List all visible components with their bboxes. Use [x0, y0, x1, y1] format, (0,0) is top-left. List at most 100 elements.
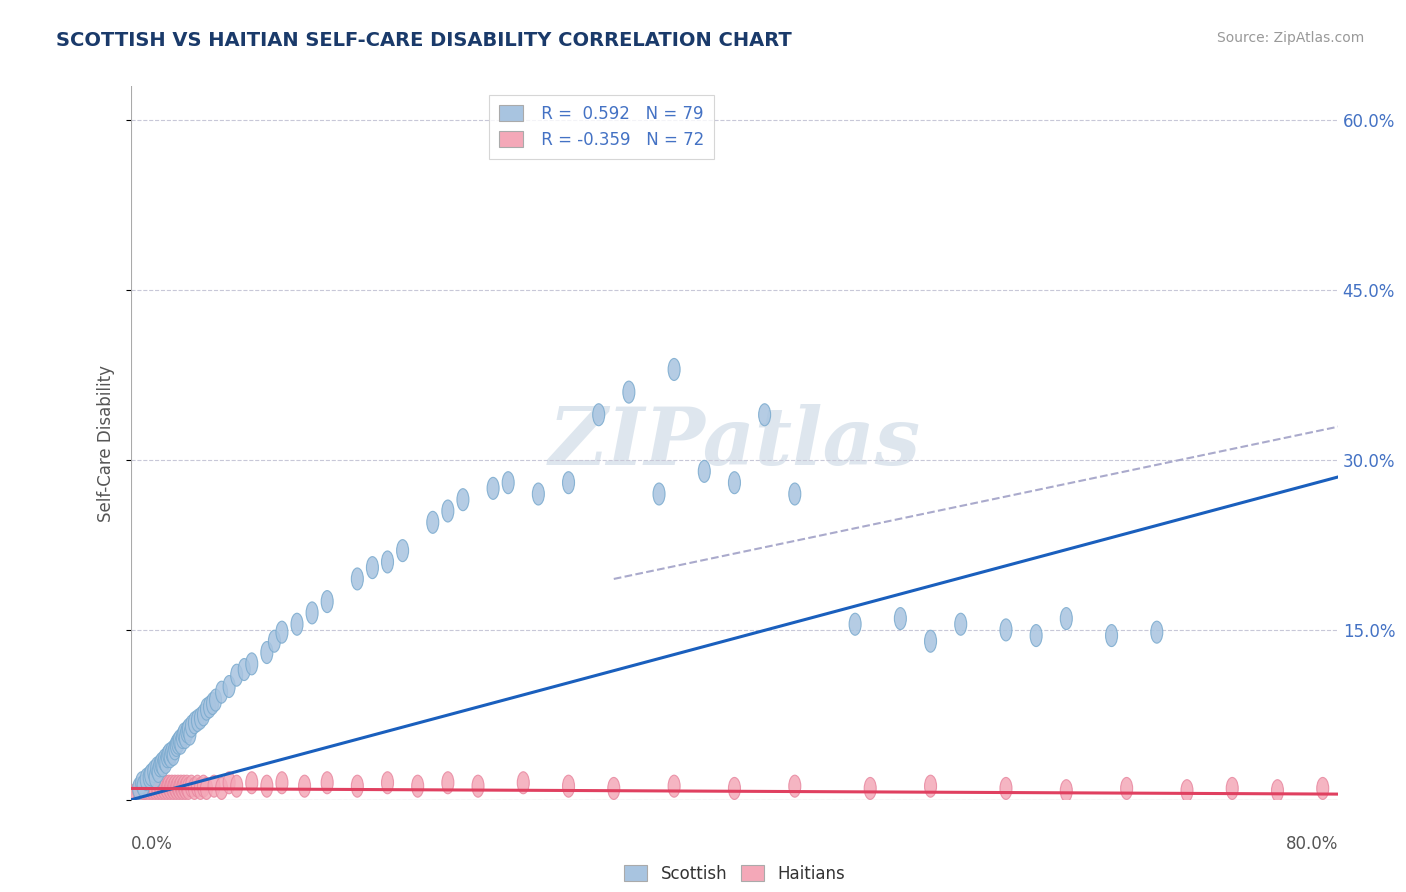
- Ellipse shape: [441, 772, 454, 794]
- Ellipse shape: [789, 483, 801, 505]
- Ellipse shape: [1031, 624, 1042, 647]
- Ellipse shape: [148, 761, 160, 782]
- Ellipse shape: [427, 511, 439, 533]
- Ellipse shape: [215, 778, 228, 799]
- Ellipse shape: [174, 775, 187, 797]
- Ellipse shape: [188, 778, 201, 799]
- Ellipse shape: [150, 775, 163, 797]
- Ellipse shape: [593, 404, 605, 425]
- Ellipse shape: [204, 696, 215, 718]
- Ellipse shape: [181, 775, 193, 797]
- Ellipse shape: [160, 775, 172, 797]
- Ellipse shape: [180, 778, 191, 799]
- Ellipse shape: [1317, 778, 1329, 799]
- Ellipse shape: [135, 780, 148, 802]
- Ellipse shape: [134, 778, 146, 799]
- Y-axis label: Self-Care Disability: Self-Care Disability: [97, 365, 115, 522]
- Ellipse shape: [457, 489, 470, 511]
- Ellipse shape: [381, 772, 394, 794]
- Ellipse shape: [955, 613, 967, 635]
- Ellipse shape: [1271, 780, 1284, 802]
- Ellipse shape: [155, 753, 167, 774]
- Ellipse shape: [173, 730, 186, 752]
- Ellipse shape: [238, 658, 250, 681]
- Ellipse shape: [728, 778, 741, 799]
- Ellipse shape: [143, 766, 155, 789]
- Ellipse shape: [321, 591, 333, 613]
- Ellipse shape: [180, 726, 191, 748]
- Ellipse shape: [170, 734, 183, 756]
- Ellipse shape: [1105, 624, 1118, 647]
- Ellipse shape: [502, 472, 515, 493]
- Ellipse shape: [231, 775, 243, 797]
- Ellipse shape: [894, 607, 907, 630]
- Ellipse shape: [194, 778, 207, 799]
- Ellipse shape: [607, 778, 620, 799]
- Ellipse shape: [201, 778, 212, 799]
- Ellipse shape: [865, 778, 876, 799]
- Ellipse shape: [152, 778, 165, 799]
- Ellipse shape: [517, 772, 529, 794]
- Ellipse shape: [167, 743, 180, 765]
- Ellipse shape: [668, 775, 681, 797]
- Ellipse shape: [143, 778, 155, 799]
- Ellipse shape: [231, 665, 243, 686]
- Ellipse shape: [1347, 780, 1360, 802]
- Ellipse shape: [197, 775, 209, 797]
- Ellipse shape: [381, 551, 394, 573]
- Ellipse shape: [156, 755, 169, 777]
- Ellipse shape: [194, 707, 207, 730]
- Ellipse shape: [925, 631, 936, 652]
- Ellipse shape: [148, 775, 160, 797]
- Ellipse shape: [276, 772, 288, 794]
- Ellipse shape: [562, 472, 575, 493]
- Ellipse shape: [759, 404, 770, 425]
- Ellipse shape: [262, 641, 273, 664]
- Ellipse shape: [201, 698, 212, 720]
- Ellipse shape: [169, 738, 181, 760]
- Ellipse shape: [179, 723, 190, 745]
- Legend: Scottish, Haitians: Scottish, Haitians: [617, 858, 852, 889]
- Ellipse shape: [145, 764, 156, 786]
- Ellipse shape: [849, 613, 860, 635]
- Ellipse shape: [165, 746, 176, 768]
- Text: ZIPatlas: ZIPatlas: [548, 404, 921, 482]
- Ellipse shape: [179, 775, 190, 797]
- Ellipse shape: [1121, 778, 1133, 799]
- Ellipse shape: [246, 772, 257, 794]
- Ellipse shape: [533, 483, 544, 505]
- Ellipse shape: [165, 778, 176, 799]
- Ellipse shape: [269, 631, 280, 652]
- Ellipse shape: [562, 775, 575, 797]
- Ellipse shape: [176, 726, 188, 748]
- Ellipse shape: [149, 766, 162, 789]
- Ellipse shape: [208, 775, 221, 797]
- Ellipse shape: [246, 653, 257, 675]
- Ellipse shape: [172, 732, 184, 754]
- Ellipse shape: [224, 675, 235, 698]
- Ellipse shape: [170, 778, 183, 799]
- Ellipse shape: [150, 757, 163, 779]
- Ellipse shape: [167, 778, 180, 799]
- Ellipse shape: [173, 778, 186, 799]
- Ellipse shape: [172, 775, 184, 797]
- Ellipse shape: [668, 359, 681, 381]
- Ellipse shape: [396, 540, 409, 562]
- Ellipse shape: [186, 775, 197, 797]
- Text: Source: ZipAtlas.com: Source: ZipAtlas.com: [1216, 31, 1364, 45]
- Ellipse shape: [146, 778, 159, 799]
- Ellipse shape: [149, 778, 162, 799]
- Ellipse shape: [153, 755, 166, 777]
- Ellipse shape: [141, 768, 152, 790]
- Ellipse shape: [1000, 778, 1012, 799]
- Ellipse shape: [142, 775, 153, 797]
- Ellipse shape: [181, 721, 193, 743]
- Ellipse shape: [191, 709, 204, 731]
- Ellipse shape: [197, 704, 209, 726]
- Ellipse shape: [352, 775, 363, 797]
- Ellipse shape: [307, 602, 318, 624]
- Ellipse shape: [728, 472, 741, 493]
- Ellipse shape: [262, 775, 273, 797]
- Ellipse shape: [191, 775, 204, 797]
- Text: 0.0%: 0.0%: [131, 836, 173, 854]
